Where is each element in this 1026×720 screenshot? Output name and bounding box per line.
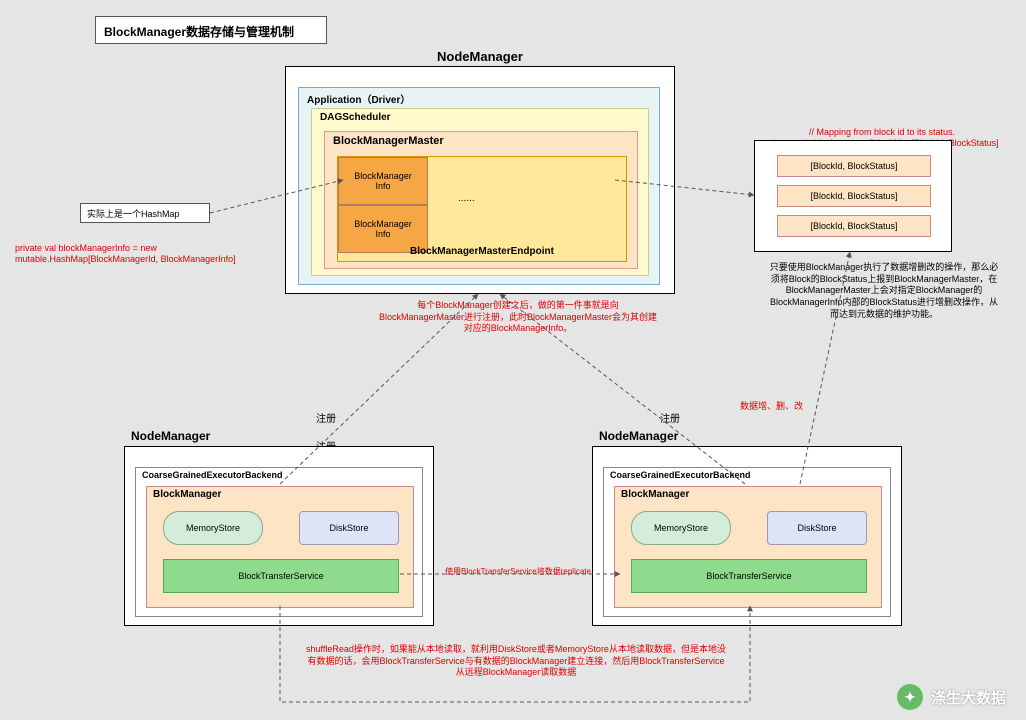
nm-bl-title: NodeManager [131, 429, 210, 443]
bmi-dots: ...... [458, 193, 475, 204]
watermark: ✦ 涤生大数据 [897, 684, 1006, 710]
ep-title: BlockManagerMasterEndpoint [338, 246, 626, 257]
hashmap-note: private val blockManagerInfo = new mutab… [15, 231, 295, 266]
node-manager-bl: NodeManager CoarseGrainedExecutorBackend… [124, 446, 434, 626]
diagram-title: BlockManager数据存储与管理机制 [104, 25, 294, 39]
bmm-title: BlockManagerMaster [333, 135, 444, 147]
bts-br: BlockTransferService [631, 559, 867, 593]
node-manager-br: NodeManager CoarseGrainedExecutorBackend… [592, 446, 902, 626]
node-manager-top: NodeManager Application（Driver） DAGSched… [285, 66, 675, 294]
bmm-endpoint-box: BlockManager Info ...... BlockManager In… [337, 156, 627, 262]
diagram-title-box: BlockManager数据存储与管理机制 [95, 16, 327, 44]
cgeb-br-title: CoarseGrainedExecutorBackend [610, 470, 751, 480]
hashmap-label: 实际上是一个HashMap [87, 209, 180, 219]
bts-bl: BlockTransferService [163, 559, 399, 593]
memory-store-br: MemoryStore [631, 511, 731, 545]
cgeb-bl: CoarseGrainedExecutorBackend BlockManage… [135, 467, 423, 617]
dag-scheduler-box: DAGScheduler BlockManagerMaster BlockMan… [311, 108, 649, 276]
block-manager-master-box: BlockManagerMaster BlockManager Info ...… [324, 131, 638, 269]
bm-bl-title: BlockManager [153, 489, 221, 500]
mid-note: 每个BlockManager创建之后，做的第一件事就是向BlockManager… [378, 300, 658, 335]
bm-br: BlockManager MemoryStore DiskStore Block… [614, 486, 882, 608]
bm-bl: BlockManager MemoryStore DiskStore Block… [146, 486, 414, 608]
bm-br-title: BlockManager [621, 489, 689, 500]
blocks-desc: 只要使用BlockManager执行了数据增删改的操作，那么必须将Block的B… [768, 262, 1000, 320]
block-row-2: [BlockId, BlockStatus] [777, 185, 931, 207]
dag-title: DAGScheduler [320, 112, 391, 123]
action-label: 数据增、删、改 [740, 399, 803, 412]
disk-store-bl: DiskStore [299, 511, 399, 545]
application-box: Application（Driver） DAGScheduler BlockMa… [298, 87, 660, 285]
disk-store-br: DiskStore [767, 511, 867, 545]
replicate-note: 使用BlockTransferService将数据replicate [438, 567, 598, 577]
memory-store-bl: MemoryStore [163, 511, 263, 545]
wechat-icon: ✦ [897, 684, 923, 710]
register-label-3: 注册 [660, 410, 680, 425]
cgeb-br: CoarseGrainedExecutorBackend BlockManage… [603, 467, 891, 617]
nm-top-title: NodeManager [286, 49, 674, 64]
block-row-3: [BlockId, BlockStatus] [777, 215, 931, 237]
bottom-note: shuffleRead操作时，如果能从本地读取，就利用DiskStore或者Me… [306, 644, 726, 679]
watermark-text: 涤生大数据 [931, 687, 1006, 708]
blocks-box: [BlockId, BlockStatus] [BlockId, BlockSt… [754, 140, 952, 252]
register-label-1: 注册 [316, 410, 336, 425]
block-row-1: [BlockId, BlockStatus] [777, 155, 931, 177]
bmi-box-1: BlockManager Info [338, 157, 428, 205]
hashmap-box: 实际上是一个HashMap [80, 203, 210, 223]
app-title: Application（Driver） [307, 91, 410, 106]
nm-br-title: NodeManager [599, 429, 678, 443]
cgeb-bl-title: CoarseGrainedExecutorBackend [142, 470, 283, 480]
